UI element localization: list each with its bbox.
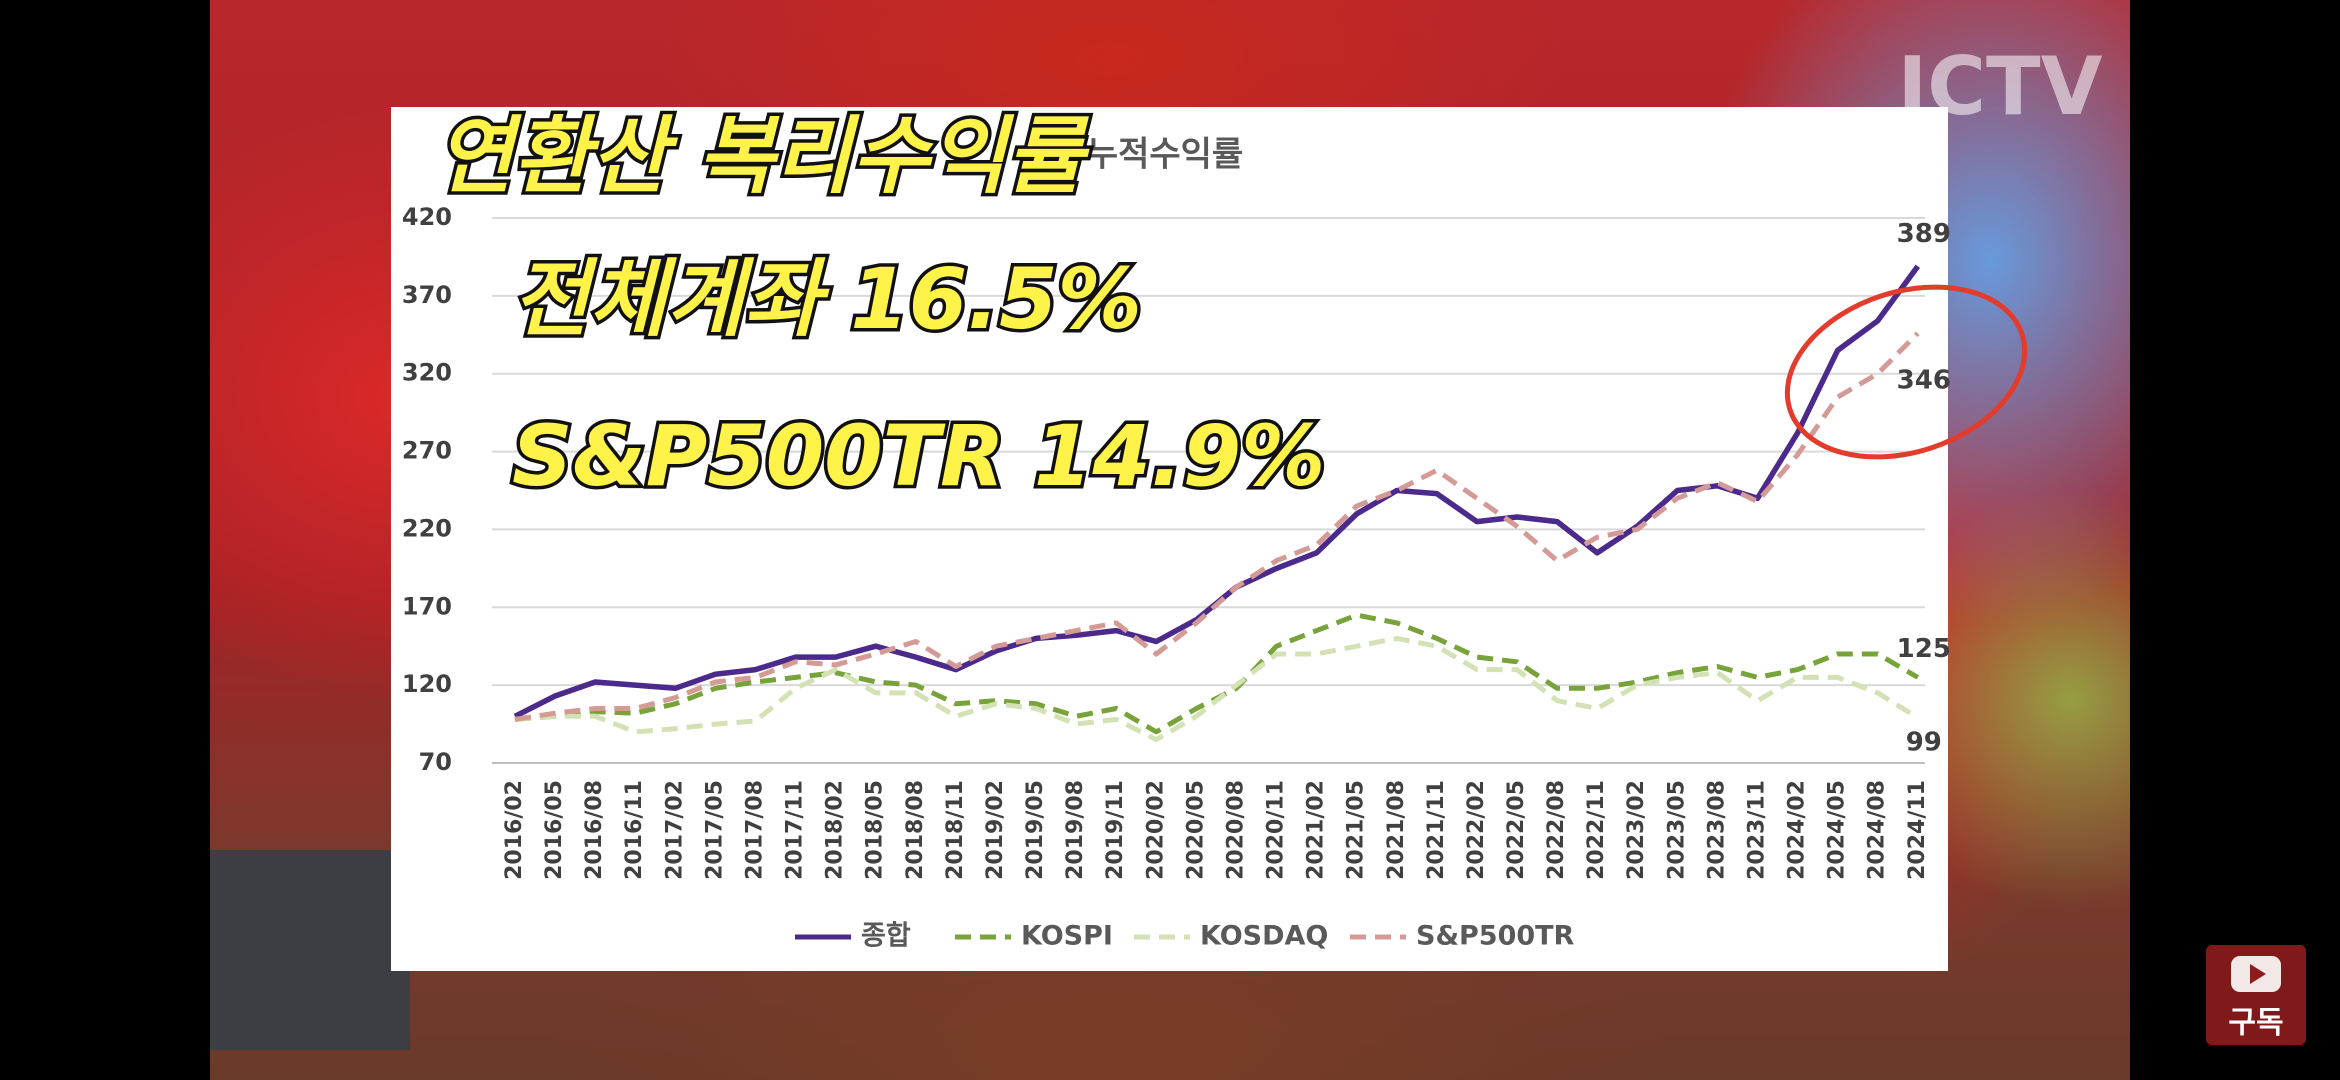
y-tick-label: 70: [419, 748, 452, 776]
legend-label: KOSDAQ: [1200, 921, 1328, 952]
x-tick-label: 2022/05: [1504, 780, 1529, 880]
x-tick-label: 2019/11: [1103, 780, 1128, 880]
chart-title: 누적수익률: [1087, 135, 1243, 175]
plot-area: 70 120 170 220 270 320 370 420 2016/02 2016/05 201…: [402, 203, 1951, 952]
x-tick-label: 2018/05: [863, 780, 888, 880]
x-tick-label: 2020/05: [1183, 780, 1208, 880]
data-label: 99: [1906, 727, 1942, 757]
highlight-circle: [1784, 284, 2028, 460]
x-tick-label: 2017/08: [742, 780, 767, 880]
x-tick-label: 2016/08: [582, 780, 607, 880]
overlay-text: 전체계좌 16.5%: [512, 250, 1142, 348]
legend-label: KOSPI: [1021, 921, 1113, 952]
x-tick-label: 2019/05: [1023, 780, 1048, 880]
x-tick-label: 2016/11: [622, 780, 647, 880]
data-label: 125: [1897, 634, 1951, 664]
x-tick-label: 2022/08: [1544, 780, 1569, 880]
y-tick-label: 370: [402, 281, 452, 309]
x-tick-label: 2017/11: [783, 780, 808, 880]
subscribe-label[interactable]: 구독: [2228, 1006, 2283, 1041]
x-tick-label: 2019/08: [1063, 780, 1088, 880]
y-tick-label: 270: [402, 437, 452, 465]
x-tick-label: 2021/11: [1424, 780, 1449, 880]
x-tick-label: 2021/02: [1304, 780, 1329, 880]
play-triangle: [2250, 964, 2266, 984]
x-tick-label: 2023/05: [1664, 780, 1689, 880]
watermark: JCTV: [1893, 40, 2103, 133]
x-tick-label: 2024/02: [1785, 780, 1810, 880]
x-tick-label: 2016/02: [502, 780, 527, 880]
x-tick-label: 2018/08: [903, 780, 928, 880]
x-tick-label: 2021/05: [1344, 780, 1369, 880]
y-tick-label: 120: [402, 670, 452, 698]
y-tick-label: 320: [402, 359, 452, 387]
legend-label: 종합: [861, 921, 911, 952]
data-label: 389: [1897, 219, 1951, 249]
x-tick-label: 2018/02: [823, 780, 848, 880]
x-tick-label: 2017/02: [662, 780, 687, 880]
y-tick-label: 220: [402, 514, 452, 542]
overlay-text: 연환산 복리수익률: [436, 107, 1090, 205]
x-tick-label: 2018/11: [943, 780, 968, 880]
chart-panel: [391, 107, 1948, 971]
x-tick-label: 2023/08: [1704, 780, 1729, 880]
data-label: 346: [1897, 366, 1951, 396]
road: [210, 850, 410, 1050]
x-tick-label: 2024/11: [1905, 780, 1930, 880]
x-tick-label: 2020/02: [1143, 780, 1168, 880]
y-tick-label: 420: [402, 203, 452, 231]
x-tick-label: 2023/11: [1744, 780, 1769, 880]
series-line: [514, 331, 1920, 722]
overlay-text: S&P500TR 14.9%: [512, 407, 1325, 505]
x-tick-label: 2022/02: [1464, 780, 1489, 880]
legend-label: S&P500TR: [1416, 921, 1575, 952]
x-tick-label: 2019/02: [983, 780, 1008, 880]
x-tick-label: 2022/11: [1584, 780, 1609, 880]
series-line: [514, 635, 1920, 743]
x-tick-label: 2020/08: [1223, 780, 1248, 880]
y-tick-label: 170: [402, 592, 452, 620]
x-tick-label: 2023/02: [1624, 780, 1649, 880]
x-tick-label: 2020/11: [1264, 780, 1289, 880]
x-tick-label: 2024/08: [1865, 780, 1890, 880]
x-tick-label: 2024/05: [1825, 780, 1850, 880]
x-tick-label: 2021/08: [1384, 780, 1409, 880]
x-tick-label: 2017/05: [702, 780, 727, 880]
x-tick-label: 2016/05: [542, 780, 567, 880]
